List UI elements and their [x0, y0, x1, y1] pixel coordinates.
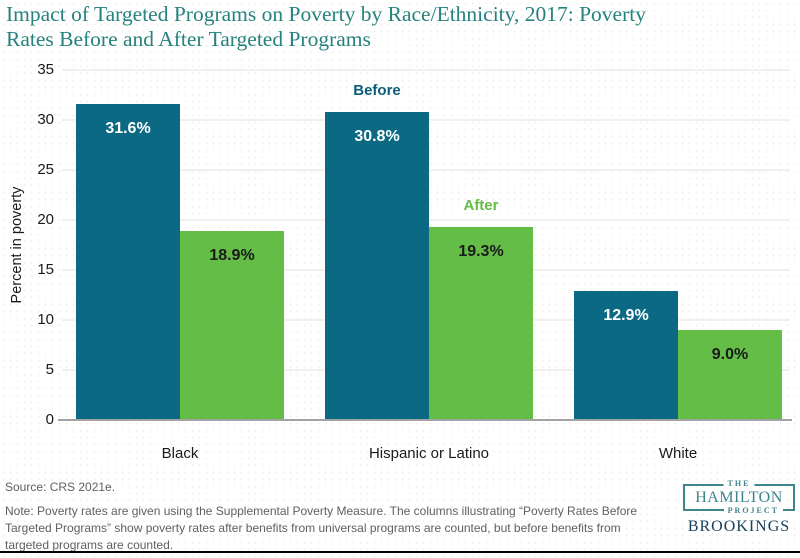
note-text: Note: Poverty rates are given using the …: [5, 503, 637, 554]
y-tick-35: 35: [37, 61, 54, 78]
plot-area: 31.6% 30.8% 12.9% 18.9% 19.3% 9.0% Before After: [62, 69, 790, 420]
chart-title-line-1: Impact of Targeted Programs on Poverty b…: [6, 2, 646, 26]
y-tick-0: 0: [45, 411, 54, 428]
bar-value-label: 18.9%: [209, 247, 255, 264]
chart-title: Impact of Targeted Programs on Poverty b…: [6, 2, 794, 52]
y-tick-10: 10: [37, 311, 54, 328]
logo-the-text: THE: [723, 479, 755, 488]
series-annotation-before: Before: [353, 82, 401, 99]
bar-before-hispanic-or-latino: [325, 112, 429, 420]
hamilton-project-logo-box: THE HAMILTON PROJECT: [683, 479, 795, 515]
source-text: Source: CRS 2021e.: [5, 480, 116, 494]
category-label-black: Black: [161, 445, 199, 462]
y-tick-5: 5: [45, 361, 54, 378]
bar-value-label: 19.3%: [458, 243, 504, 260]
y-tick-15: 15: [37, 261, 54, 278]
y-axis-label: Percent in poverty: [9, 186, 25, 304]
bottom-divider-line: [0, 551, 800, 553]
bar-value-label: 9.0%: [711, 346, 749, 363]
y-tick-30: 30: [37, 111, 54, 128]
bar-after-white: [678, 330, 782, 420]
x-axis-line: [58, 419, 792, 421]
note-line-2: Targeted Programs” show poverty rates af…: [5, 521, 621, 535]
category-label-white: White: [658, 445, 698, 462]
y-tick-20: 20: [37, 211, 54, 228]
bar-value-label: 12.9%: [603, 307, 649, 324]
bar-value-label: 31.6%: [105, 120, 151, 137]
series-annotation-after: After: [463, 197, 499, 214]
bar-value-label: 30.8%: [354, 128, 400, 145]
category-label-hispanic-or-latino: Hispanic or Latino: [368, 445, 490, 462]
gridline-35: [62, 69, 790, 71]
bar-before-black: [76, 104, 180, 420]
logo-project-text: PROJECT: [723, 506, 783, 515]
bar-after-hispanic-or-latino: [429, 227, 533, 420]
note-line-1: Note: Poverty rates are given using the …: [5, 504, 638, 518]
chart-title-line-2: Rates Before and After Targeted Programs: [6, 27, 371, 51]
logo-hamilton-text: HAMILTON: [695, 488, 783, 506]
hamilton-project-brookings-logo: THE HAMILTON PROJECT BROOKINGS: [683, 479, 795, 536]
bar-before-white: [574, 291, 678, 420]
note-line-3: targeted programs are counted.: [5, 538, 174, 552]
bar-after-black: [180, 231, 284, 420]
brookings-logo-text: BROOKINGS: [687, 518, 791, 535]
y-tick-25: 25: [37, 161, 54, 178]
